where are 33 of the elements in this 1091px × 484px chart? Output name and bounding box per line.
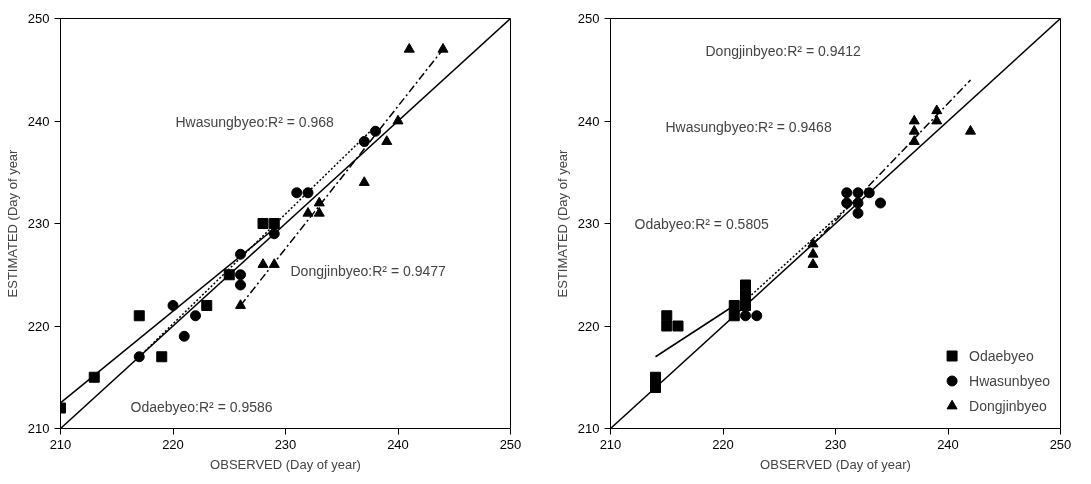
- x-tick-label: 230: [274, 436, 297, 452]
- y-tick-label: 210: [27, 421, 50, 436]
- y-tick-label: 220: [27, 318, 50, 334]
- y-tick-label: 230: [577, 216, 600, 231]
- x-tick-label: 220: [162, 436, 184, 452]
- y-tick-label: 250: [27, 11, 50, 26]
- x-tick-label: 230: [824, 436, 847, 452]
- x-axis-title: OBSERVED (Day of year): [760, 456, 911, 472]
- y-axis-title: ESTIMATED (Day of year: [554, 148, 570, 298]
- x-axis-title: OBSERVED (Day of year): [210, 456, 361, 472]
- x-tick-label: 240: [937, 436, 959, 452]
- x-tick-label: 250: [499, 436, 522, 452]
- y-tick-label: 240: [577, 113, 600, 129]
- annotation: Dongjinbyeo:R² = 0.9477: [290, 262, 446, 279]
- x-tick-label: 210: [599, 436, 622, 452]
- x-tick-label: 210: [49, 436, 72, 452]
- annotation: Odaebyeo:R² = 0.9586: [130, 398, 273, 415]
- annotation: Hwasungbyeo:R² = 0.9468: [665, 118, 832, 135]
- legend-label: Odaebyeo: [969, 347, 1034, 364]
- legend-label: Hwasunbyeo: [969, 372, 1050, 389]
- y-axis-title: ESTIMATED (Day of year: [4, 148, 20, 298]
- legend-label: Dongjinbyeo: [969, 397, 1047, 414]
- y-tick-label: 240: [27, 113, 50, 129]
- x-tick-label: 240: [387, 436, 409, 452]
- x-tick-label: 220: [712, 436, 734, 452]
- y-tick-label: 210: [577, 421, 600, 436]
- annotation: Odabyeo:R² = 0.5805: [634, 215, 769, 232]
- annotation: Hwasungbyeo:R² = 0.968: [175, 113, 335, 130]
- y-tick-label: 250: [577, 11, 600, 26]
- y-tick-label: 230: [27, 216, 50, 231]
- y-tick-label: 220: [577, 318, 600, 334]
- annotation: Dongjinbyeo:R² = 0.9412: [705, 42, 861, 59]
- x-tick-label: 250: [1049, 436, 1072, 452]
